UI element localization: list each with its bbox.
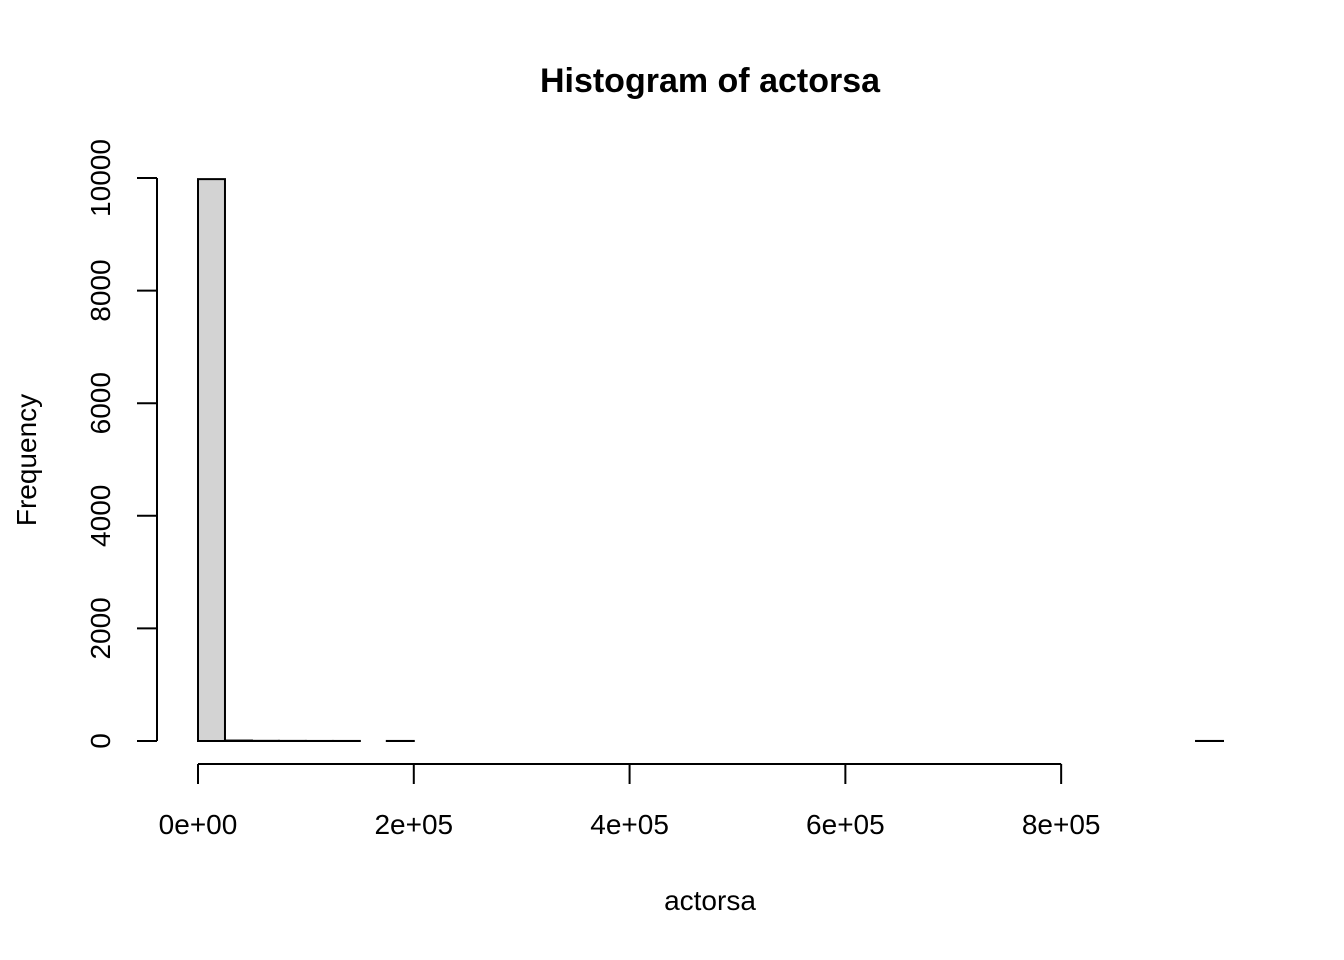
x-tick-label: 0e+00 [159, 809, 238, 840]
y-tick-label: 10000 [85, 139, 116, 217]
y-tick-label: 6000 [85, 372, 116, 434]
x-tick-label: 4e+05 [590, 809, 669, 840]
y-axis: 0 2000 4000 6000 8000 10000 [85, 139, 158, 749]
y-axis-label: Frequency [11, 394, 42, 526]
x-tick-label: 8e+05 [1022, 809, 1101, 840]
histogram-bar [197, 178, 226, 743]
y-tick-label: 4000 [85, 485, 116, 547]
x-tick-label: 6e+05 [806, 809, 885, 840]
chart-title: Histogram of actorsa [540, 62, 881, 100]
y-tick-label: 0 [85, 733, 116, 749]
x-tick-label: 2e+05 [374, 809, 453, 840]
bars-group [197, 178, 1225, 743]
x-axis-label: actorsa [664, 885, 756, 916]
y-tick-label: 2000 [85, 597, 116, 659]
y-tick-label: 8000 [85, 259, 116, 321]
x-axis: 0e+00 2e+05 4e+05 6e+05 8e+05 [159, 763, 1101, 840]
